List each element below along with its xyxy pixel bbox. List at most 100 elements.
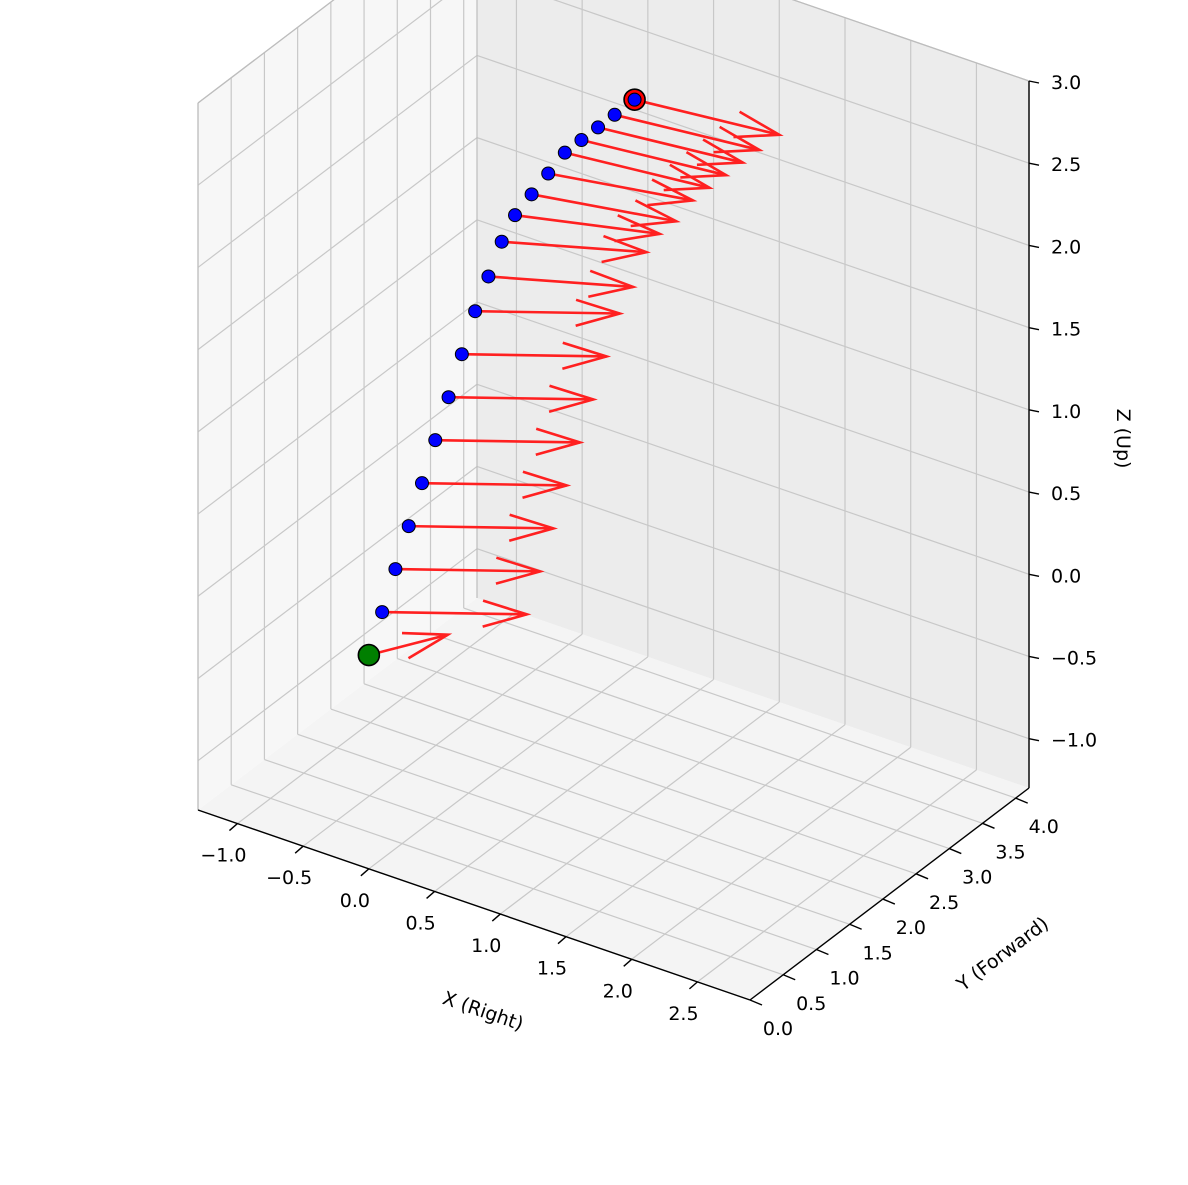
y-tick-mark: [915, 873, 929, 880]
direction-arrow: [581, 138, 731, 179]
direction-arrow: [448, 384, 598, 414]
grid-line-z-left: [197, 219, 478, 433]
arrow-head: [647, 178, 698, 207]
direction-arrow: [597, 126, 748, 167]
x-axis-label: X (Right): [440, 987, 527, 1035]
z-tick-mark: [1028, 326, 1040, 331]
z-tick-label: 3.0: [1051, 72, 1081, 94]
direction-arrow: [435, 427, 585, 456]
arrow-shaft: [448, 395, 594, 401]
arrow-shaft: [614, 113, 760, 152]
axis-panes: [198, 0, 1029, 1000]
direction-arrow: [488, 269, 638, 299]
x-tick-label: 0.0: [340, 890, 370, 912]
trajectory-point: [574, 133, 589, 148]
y-tick-mark: [982, 822, 995, 829]
z-axis-label: Z (Up): [1112, 409, 1134, 469]
grid-line-y-floor: [297, 733, 850, 925]
arrow-head: [630, 199, 681, 228]
y-tick-label: 3.5: [995, 841, 1025, 863]
x-tick-mark: [491, 913, 501, 922]
arrow-shaft: [368, 633, 449, 657]
direction-arrows: [368, 98, 784, 660]
z-tick-label: −0.5: [1051, 647, 1097, 669]
y-tick-label: 0.5: [796, 993, 826, 1015]
z-tick-mark: [1028, 573, 1040, 577]
z-tick-mark: [1028, 80, 1040, 84]
arrow-shaft: [408, 524, 554, 530]
grid-line-y-floor: [330, 708, 884, 900]
x-tick-mark: [294, 845, 304, 854]
y-tick-label: 2.0: [896, 917, 926, 939]
trajectory-point: [428, 433, 443, 448]
arrow-head: [663, 163, 714, 192]
direction-arrow: [395, 556, 545, 585]
grid-lines: [197, 0, 1030, 1001]
arrow-head: [696, 138, 748, 167]
arrow-shaft: [395, 567, 541, 573]
arrow-head: [482, 599, 532, 628]
grid-line-y-floor: [397, 658, 950, 850]
z-tick-label: 1.5: [1051, 319, 1081, 341]
trajectory-point: [591, 120, 606, 135]
arrow-shaft: [547, 172, 694, 202]
z-tick-mark: [1028, 162, 1040, 166]
grid-line-z-left: [197, 465, 478, 679]
grid-line-z-back: [476, 301, 1030, 493]
y-tick-mark: [782, 974, 796, 981]
z-axis-ticks: −1.0 −0.5 0.0 0.5 1.0 1.5 2.0 2.5 3.0: [1028, 72, 1097, 752]
trajectory-point: [454, 347, 469, 362]
y-tick-mark: [749, 999, 763, 1006]
pane-edge: [791, 0, 1030, 82]
trajectory-point: [468, 304, 483, 319]
arrow-head: [548, 384, 598, 414]
arrow-shaft: [531, 193, 677, 223]
arrow-shaft: [514, 213, 660, 236]
y-tick-mark: [1015, 797, 1028, 804]
x-tick-mark: [360, 868, 370, 877]
arrow-head: [508, 513, 559, 542]
direction-arrow: [382, 599, 532, 628]
x-tick-mark: [557, 936, 567, 945]
arrow-shaft: [382, 610, 527, 616]
direction-arrow: [461, 341, 612, 371]
z-tick-label: 0.5: [1051, 483, 1081, 505]
direction-arrow: [408, 513, 559, 542]
arrow-shaft: [435, 438, 581, 444]
grid-line-z-back: [552, 0, 1030, 164]
trajectory-point: [441, 390, 456, 405]
y-tick-label: 0.0: [763, 1018, 793, 1040]
trajectory-point: [481, 269, 496, 284]
trajectory-point: [375, 605, 390, 620]
y-tick-mark: [882, 898, 896, 905]
direction-arrow: [475, 298, 625, 328]
grid-line-z-back: [476, 465, 1030, 658]
y-axis-ticks: 0.00.51.01.52.02.53.03.54.0: [749, 797, 1059, 1040]
z-tick-label: 2.0: [1051, 236, 1081, 258]
trajectory-point: [607, 107, 622, 122]
arrow-shaft: [564, 151, 710, 190]
trajectory-point: [415, 476, 429, 491]
arrow-head: [522, 470, 572, 499]
arrow-head: [495, 556, 545, 585]
grid-line-z-left: [197, 548, 478, 762]
grid-line-z-left: [197, 54, 478, 268]
trajectory-points: [357, 88, 646, 667]
z-tick-label: 2.5: [1051, 154, 1081, 176]
trajectory-point: [388, 562, 403, 577]
y-tick-mark: [816, 948, 829, 956]
x-tick-mark: [426, 890, 436, 899]
y-tick-mark: [949, 847, 962, 855]
y-axis-label: Y (Forward): [952, 913, 1053, 997]
z-tick-label: 1.0: [1051, 401, 1081, 423]
x-tick-label: 2.0: [603, 980, 633, 1002]
x-axis-line: [197, 809, 751, 1001]
arrow-head: [562, 341, 612, 371]
trajectory-point: [401, 519, 416, 534]
arrow-shaft: [421, 481, 567, 487]
x-tick-mark: [688, 981, 698, 990]
arrow-shaft: [475, 309, 620, 315]
z-tick-label: 0.0: [1051, 565, 1081, 587]
arrow-shaft: [461, 352, 607, 358]
